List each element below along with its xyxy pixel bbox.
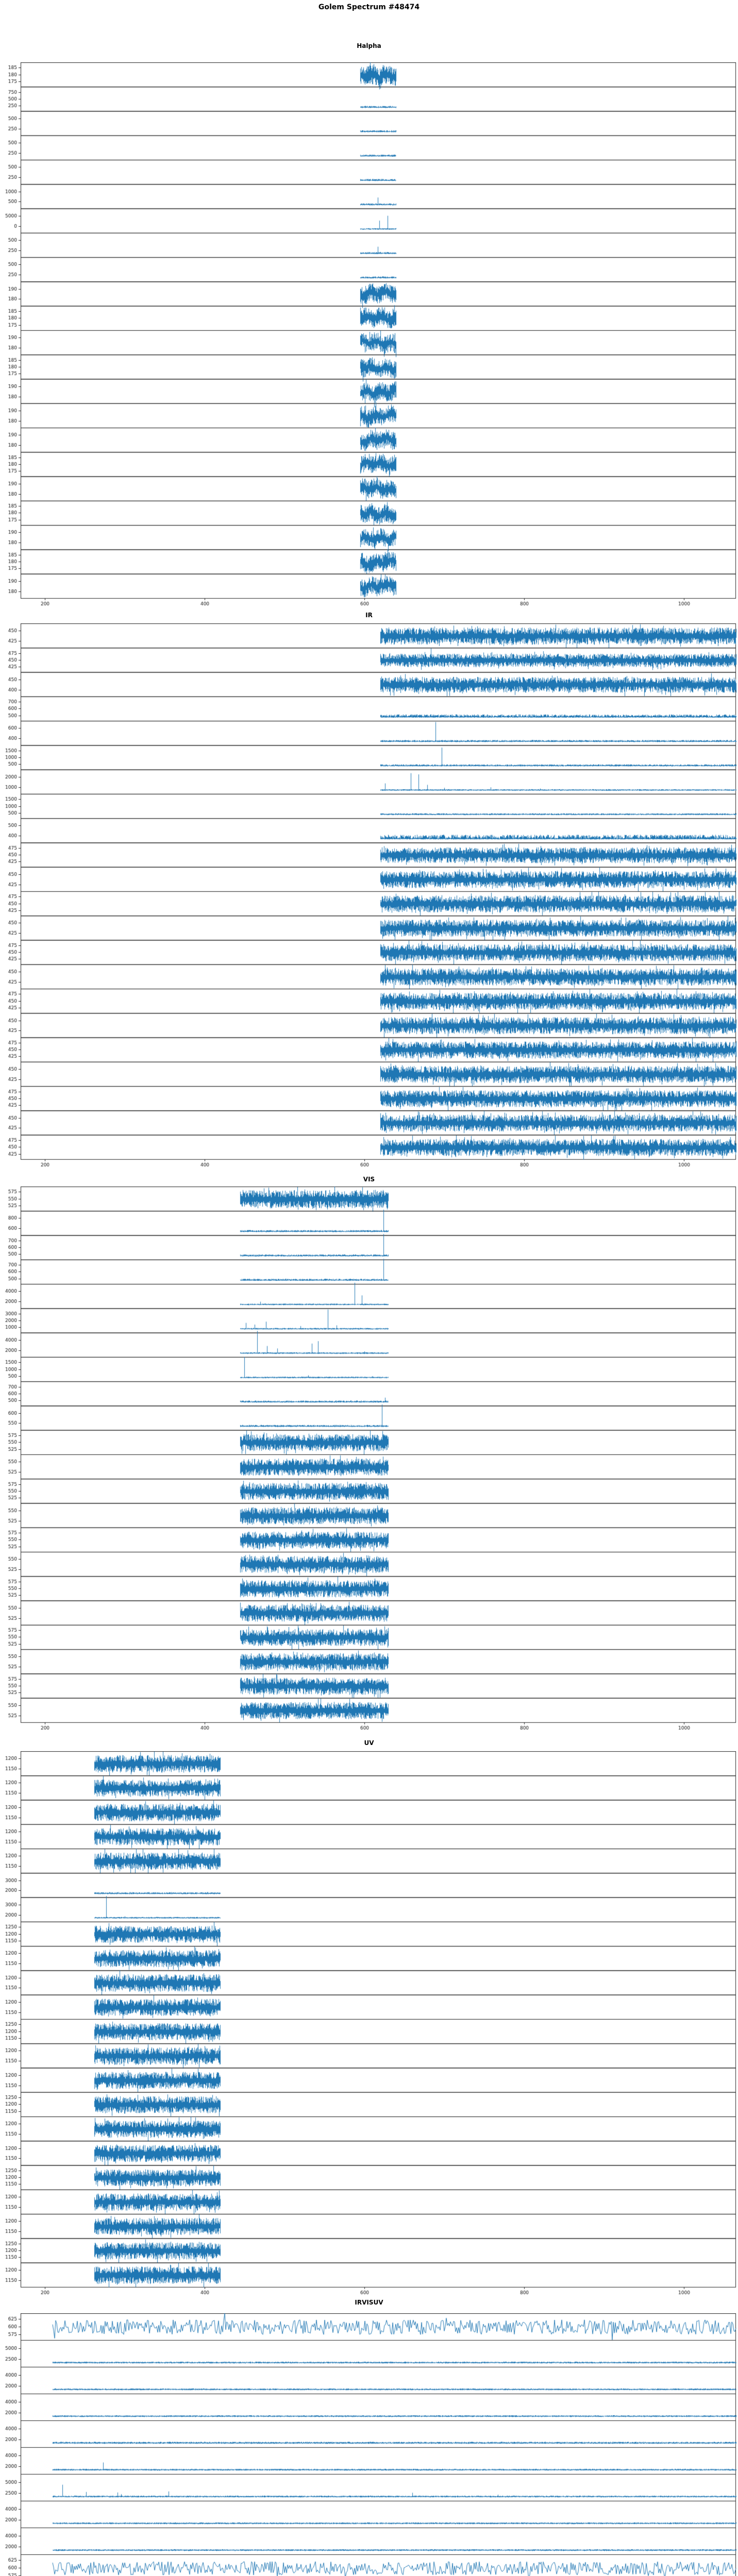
spectrum-panel-canvas-ir: [0, 623, 738, 1177]
panel-title-uv: UV: [364, 1739, 374, 1747]
panel-title-halpha: Halpha: [357, 42, 381, 49]
panel-title-vis: VIS: [363, 1176, 375, 1183]
panel-title-ir: IR: [365, 612, 373, 619]
spectrum-panel-canvas-halpha: [0, 62, 738, 616]
figure-title: Golem Spectrum #48474: [318, 3, 420, 11]
spectrum-panel-canvas-irvisuv: [0, 2313, 738, 2576]
spectrum-panel-canvas-vis: [0, 1187, 738, 1740]
panel-title-irvisuv: IRVISUV: [355, 2299, 383, 2306]
spectrum-panel-canvas-uv: [0, 1751, 738, 2304]
